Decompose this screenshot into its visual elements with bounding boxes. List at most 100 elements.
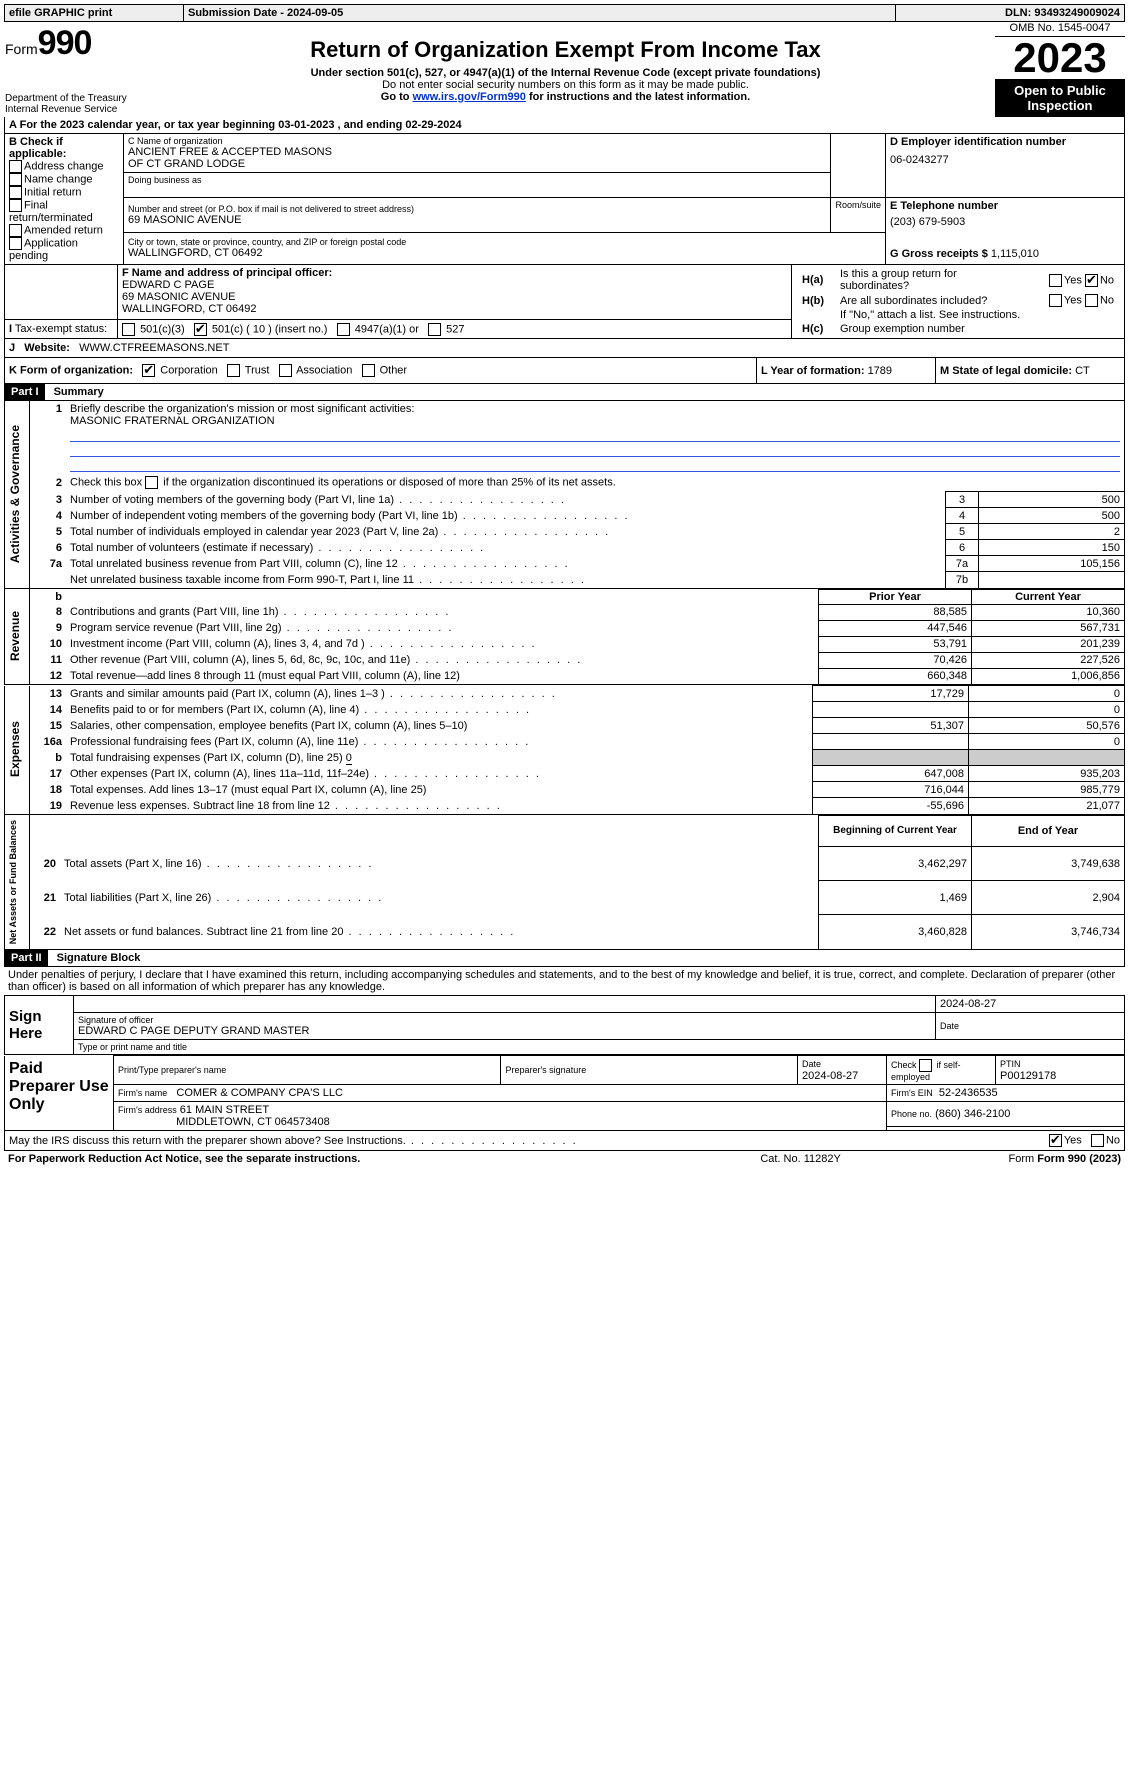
sign-here-label: Sign Here bbox=[5, 996, 74, 1055]
checkbox-527[interactable] bbox=[428, 323, 441, 336]
street-label: Number and street (or P.O. box if mail i… bbox=[128, 204, 826, 214]
beg-year-val: 1,469 bbox=[819, 881, 972, 915]
checkbox-501c[interactable] bbox=[194, 323, 207, 336]
opt-trust: Trust bbox=[245, 364, 270, 376]
checkbox-corporation[interactable] bbox=[142, 364, 155, 377]
year-formation: 1789 bbox=[868, 365, 892, 377]
rev-row: 8Contributions and grants (Part VIII, li… bbox=[5, 604, 1125, 620]
prior-year-val: 88,585 bbox=[819, 604, 972, 620]
prior-year-val: 70,426 bbox=[819, 652, 972, 668]
current-year-val: 985,779 bbox=[969, 782, 1125, 798]
checkbox-other[interactable] bbox=[362, 364, 375, 377]
section-k-label: K Form of organization: bbox=[9, 364, 133, 376]
checkbox-trust[interactable] bbox=[227, 364, 240, 377]
firm-addr-label: Firm's address bbox=[118, 1105, 177, 1115]
row-6: 6Total number of volunteers (estimate if… bbox=[5, 540, 1125, 556]
line-desc: Total revenue—add lines 8 through 11 (mu… bbox=[66, 668, 819, 685]
checkbox-hb-yes[interactable] bbox=[1049, 294, 1062, 307]
prior-year-val bbox=[813, 734, 969, 750]
rev-b: b bbox=[55, 591, 62, 603]
exp-row: 17Other expenses (Part IX, column (A), l… bbox=[5, 766, 1125, 782]
city-value: WALLINGFORD, CT 06492 bbox=[128, 247, 881, 259]
row-5: 5Total number of individuals employed in… bbox=[5, 524, 1125, 540]
line-desc: Contributions and grants (Part VIII, lin… bbox=[66, 604, 819, 620]
opt-501c3: 501(c)(3) bbox=[140, 323, 185, 335]
discuss-yes: Yes bbox=[1064, 1135, 1082, 1147]
line-num: 11 bbox=[50, 654, 62, 666]
current-year-header: Current Year bbox=[972, 589, 1125, 604]
line-num: 3 bbox=[56, 494, 62, 506]
section-f-label: F Name and address of principal officer: bbox=[122, 267, 332, 279]
line-desc: Total expenses. Add lines 13–17 (must eq… bbox=[66, 782, 813, 798]
form-number: 990 bbox=[38, 24, 92, 62]
checkbox-amended-return[interactable] bbox=[9, 224, 22, 237]
q2-pre: Check this box bbox=[70, 476, 145, 488]
checkbox-ha-no[interactable] bbox=[1085, 274, 1098, 287]
efile-button[interactable]: efile GRAPHIC print bbox=[5, 5, 184, 22]
vlabel-activities: Activities & Governance bbox=[6, 421, 24, 567]
checkbox-hb-no[interactable] bbox=[1085, 294, 1098, 307]
net-assets-section: Net Assets or Fund Balances Beginning of… bbox=[4, 815, 1125, 951]
end-year-val: 2,904 bbox=[972, 881, 1125, 915]
checkbox-ha-yes[interactable] bbox=[1049, 274, 1062, 287]
nab-row: 20Total assets (Part X, line 16)3,462,29… bbox=[5, 847, 1125, 881]
submission-date: Submission Date - 2024-09-05 bbox=[184, 5, 896, 22]
preparer-name-label: Print/Type preparer's name bbox=[114, 1056, 501, 1085]
vlabel-net-assets: Net Assets or Fund Balances bbox=[6, 816, 20, 948]
checkbox-application-pending[interactable] bbox=[9, 237, 22, 250]
checkbox-501c3[interactable] bbox=[122, 323, 135, 336]
hb-note: If "No," attach a list. See instructions… bbox=[836, 308, 1118, 322]
opt-527: 527 bbox=[446, 323, 464, 335]
checkbox-self-employed[interactable] bbox=[919, 1059, 932, 1072]
checkbox-address-change[interactable] bbox=[9, 160, 22, 173]
dln: DLN: 93493249009024 bbox=[896, 5, 1125, 22]
checkbox-discuss-no[interactable] bbox=[1091, 1134, 1104, 1147]
checkbox-final-return[interactable] bbox=[9, 199, 22, 212]
section-c-name-label: C Name of organization bbox=[128, 136, 826, 146]
q1-answer: MASONIC FRATERNAL ORGANIZATION bbox=[70, 415, 275, 427]
exp-row: 18Total expenses. Add lines 13–17 (must … bbox=[5, 782, 1125, 798]
prior-year-val: 447,546 bbox=[819, 620, 972, 636]
line-num: b bbox=[55, 752, 62, 764]
checkbox-name-change[interactable] bbox=[9, 173, 22, 186]
ha-question: Is this a group return for subordinates? bbox=[836, 267, 1020, 293]
checkbox-4947[interactable] bbox=[337, 323, 350, 336]
line-value: 500 bbox=[979, 492, 1125, 508]
line-desc: Investment income (Part VIII, column (A)… bbox=[66, 636, 819, 652]
discuss-no: No bbox=[1106, 1135, 1120, 1147]
line-desc: Program service revenue (Part VIII, line… bbox=[66, 620, 819, 636]
section-l-label: L Year of formation: bbox=[761, 365, 868, 377]
line-box: 7b bbox=[946, 572, 979, 589]
line-num: 6 bbox=[56, 542, 62, 554]
ptin-value: P00129178 bbox=[1000, 1070, 1056, 1082]
opt-other: Other bbox=[380, 364, 408, 376]
line-num: 9 bbox=[56, 622, 62, 634]
prior-year-val: 716,044 bbox=[813, 782, 969, 798]
ha-no: No bbox=[1100, 274, 1114, 286]
form990-link[interactable]: www.irs.gov/Form990 bbox=[413, 91, 526, 103]
line-value bbox=[979, 572, 1125, 589]
form-subtitle-2: Do not enter social security numbers on … bbox=[137, 79, 994, 91]
firm-name: COMER & COMPANY CPA'S LLC bbox=[176, 1087, 343, 1099]
line-desc: Professional fundraising fees (Part IX, … bbox=[66, 734, 813, 750]
exp-row: 16a Professional fundraising fees (Part I… bbox=[5, 734, 1125, 750]
line-num: 21 bbox=[44, 892, 56, 904]
line-num: 16a bbox=[44, 736, 62, 748]
ha-yes: Yes bbox=[1064, 274, 1082, 286]
line-desc: Net unrelated business taxable income fr… bbox=[66, 572, 946, 589]
section-e-label: E Telephone number bbox=[890, 200, 1120, 212]
prior-year-header: Prior Year bbox=[819, 589, 972, 604]
rev-row: 12Total revenue—add lines 8 through 11 (… bbox=[5, 668, 1125, 685]
checkbox-association[interactable] bbox=[279, 364, 292, 377]
q2-post: if the organization discontinued its ope… bbox=[163, 476, 616, 488]
city-label: City or town, state or province, country… bbox=[128, 237, 881, 247]
line-value: 2 bbox=[979, 524, 1125, 540]
checkbox-discuss-yes[interactable] bbox=[1049, 1134, 1062, 1147]
checkbox-discontinued[interactable] bbox=[145, 476, 158, 489]
preparer-sig-label: Preparer's signature bbox=[501, 1056, 798, 1085]
activities-governance: Activities & Governance 1 Briefly descri… bbox=[4, 401, 1125, 589]
line-desc: Other revenue (Part VIII, column (A), li… bbox=[66, 652, 819, 668]
line-desc: Total liabilities (Part X, line 26) bbox=[60, 881, 819, 915]
section-a-taxyear: A For the 2023 calendar year, or tax yea… bbox=[4, 117, 1125, 134]
checkbox-initial-return[interactable] bbox=[9, 186, 22, 199]
